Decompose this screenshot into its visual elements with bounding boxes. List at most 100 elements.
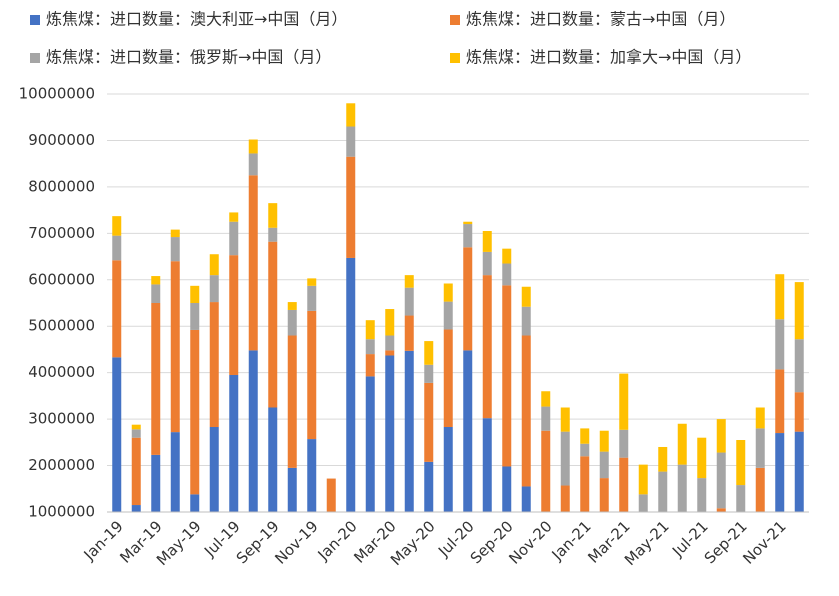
bar-segment <box>443 427 453 512</box>
bar-segment <box>112 357 122 512</box>
bar-segment <box>209 302 219 428</box>
bar-segment <box>580 428 590 444</box>
bar-segment <box>638 494 648 512</box>
bar-segment <box>307 439 317 512</box>
bar-segment <box>580 443 590 457</box>
bar-segment <box>404 315 414 351</box>
bar-segment <box>443 301 453 330</box>
bar-segment <box>151 276 161 285</box>
bar-segment <box>404 287 414 316</box>
bar-segment <box>131 429 141 438</box>
bar-segment <box>775 433 785 512</box>
bar-segment <box>775 274 785 320</box>
bar-segment <box>463 221 473 225</box>
bar-segment <box>229 221 239 256</box>
bar-segment <box>248 139 258 154</box>
y-tick-label: 4000000 <box>28 363 95 381</box>
bar-segment <box>209 427 219 512</box>
bar-segment <box>346 103 356 127</box>
bar-segment <box>502 263 512 286</box>
bar-segment <box>677 423 687 465</box>
bar-segment <box>268 241 278 408</box>
bar-segment <box>794 282 804 340</box>
bar-segment <box>716 419 726 453</box>
y-tick-label: 2000000 <box>28 456 95 474</box>
legend-swatch <box>450 15 460 25</box>
legend-label: 炼焦煤：进口数量：俄罗斯→中国（月） <box>46 48 331 67</box>
bar-segment <box>131 424 141 430</box>
bar-segment <box>424 461 434 512</box>
bar-segment <box>736 485 746 512</box>
bar-segment <box>112 260 122 358</box>
bar-segment <box>755 428 765 468</box>
bar-segment <box>248 153 258 176</box>
bar-segment <box>658 446 668 472</box>
bar-segment <box>131 437 141 506</box>
bar-segment <box>599 451 609 479</box>
bar-segment <box>794 339 804 393</box>
bar-segment <box>619 457 629 512</box>
bar-segment <box>307 285 317 311</box>
bar-segment <box>229 255 239 375</box>
bar-segment <box>404 275 414 288</box>
bar-segment <box>716 452 726 509</box>
y-tick-label: 5000000 <box>28 317 95 335</box>
bar-segment <box>463 224 473 248</box>
bar-segment <box>424 364 434 383</box>
bar-segment <box>307 278 317 286</box>
bar-segment <box>794 392 804 432</box>
bar-segment <box>580 456 590 512</box>
legend-swatch <box>450 53 460 63</box>
y-tick-label: 9000000 <box>28 131 95 149</box>
bar-segment <box>190 329 200 495</box>
bar-segment <box>599 430 609 452</box>
bar-segment <box>482 275 492 419</box>
bar-segment <box>521 306 531 336</box>
bar-segment <box>151 454 161 512</box>
bar-segment <box>541 406 551 431</box>
bar-segment <box>560 485 570 512</box>
bar-segment <box>287 467 297 512</box>
bar-segment <box>638 464 648 495</box>
bar-segment <box>463 247 473 351</box>
y-tick-label: 10000000 <box>19 85 95 103</box>
y-tick-label: 7000000 <box>28 224 95 242</box>
y-tick-label: 6000000 <box>28 270 95 288</box>
x-tick-label: Nov-20 <box>505 517 555 567</box>
bar-segment <box>502 285 512 467</box>
bar-segment <box>170 261 180 433</box>
bar-segment <box>755 407 765 429</box>
bar-segment <box>190 303 200 330</box>
bar-segment <box>346 126 356 157</box>
bar-segment <box>112 235 122 261</box>
x-tick-label: Nov-19 <box>271 517 321 567</box>
bar-segment <box>385 309 395 336</box>
bar-segment <box>248 175 258 351</box>
bar-segment <box>463 350 473 512</box>
bar-segment <box>287 302 297 310</box>
bar-segment <box>268 203 278 228</box>
bar-segment <box>229 212 239 222</box>
bar-segment <box>131 505 141 512</box>
bar-segment <box>541 430 551 512</box>
bar-segment <box>170 229 180 238</box>
legend-label: 炼焦煤：进口数量：澳大利亚→中国（月） <box>46 10 347 29</box>
bar-segment <box>404 350 414 512</box>
bar-segment <box>502 248 512 264</box>
bar-segment <box>170 432 180 512</box>
bar-segment <box>697 437 707 479</box>
bar-segment <box>424 382 434 462</box>
bar-segment <box>326 478 336 512</box>
bar-segment <box>697 478 707 512</box>
bar-segment <box>248 350 258 512</box>
bar-segment <box>287 335 297 468</box>
bar-segment <box>521 486 531 512</box>
y-tick-label: 3000000 <box>28 410 95 428</box>
bar-segment <box>365 376 375 512</box>
bar-segment <box>443 329 453 428</box>
legend-label: 炼焦煤：进口数量：加拿大→中国（月） <box>466 48 751 67</box>
bar-segment <box>424 341 434 365</box>
bar-segment <box>307 310 317 440</box>
bar-segment <box>385 350 395 356</box>
